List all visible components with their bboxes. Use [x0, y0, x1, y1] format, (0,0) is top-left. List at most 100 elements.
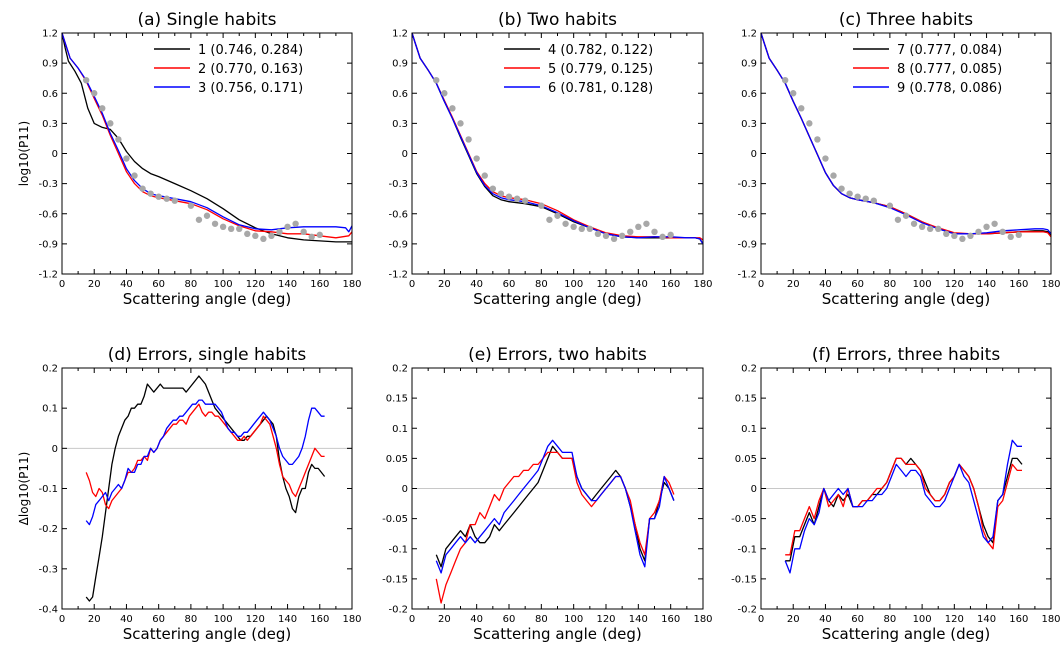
y-tick-label: -0.2 [388, 605, 408, 616]
x-tick-label: 20 [88, 614, 101, 625]
y-tick-label: 0.2 [741, 364, 757, 375]
y-tick-label: -0.3 [38, 564, 58, 575]
y-tick-label: 0.15 [386, 394, 408, 405]
y-tick-label: -0.1 [388, 544, 408, 555]
observed-point [316, 231, 323, 239]
observed-point [578, 225, 585, 233]
observed-point [822, 155, 829, 162]
x-tick-label: 160 [310, 614, 329, 625]
y-tick-label: -0.15 [382, 574, 408, 585]
observed-point [562, 220, 569, 227]
observed-point [838, 185, 845, 192]
chart-panel-0: 0 20 40 60 80 100 120 140 160 180 -1.2 -0.9 -0.6 -0.3… [17, 10, 362, 308]
observed-point [292, 220, 299, 227]
x-axis-label: Scattering angle (deg) [822, 625, 990, 643]
observed-point [236, 225, 243, 233]
observed-point [521, 197, 529, 204]
x-tick-label: 0 [758, 279, 764, 290]
y-tick-label: -0.2 [38, 524, 58, 535]
observed-point [497, 190, 505, 197]
observed-point [481, 172, 488, 179]
observed-point [959, 235, 966, 243]
observed-point [554, 212, 561, 219]
y-tick-label: 1.2 [42, 29, 58, 40]
observed-point [918, 223, 926, 231]
observed-point [935, 225, 942, 233]
y-tick-label: 0.1 [392, 424, 408, 435]
observed-point [894, 216, 902, 223]
observed-point [806, 120, 813, 127]
observed-point [252, 232, 259, 240]
plot-frame [61, 367, 353, 610]
observed-point [115, 136, 122, 143]
observed-point [457, 120, 464, 127]
observed-point [967, 232, 974, 240]
observed-point [862, 195, 869, 202]
x-tick-label: 100 [214, 279, 233, 290]
x-tick-label: 120 [945, 279, 964, 290]
x-tick-label: 140 [278, 614, 297, 625]
chart-title: (e) Errors, two habits [468, 345, 647, 365]
x-tick-label: 160 [661, 279, 680, 290]
chart-panel-2: 0 20 40 60 80 100 120 140 160 180 -1.2 -0.9 -0.6 -0.3… [737, 10, 1060, 308]
observed-point [830, 172, 837, 179]
observed-point [131, 172, 138, 179]
observed-point [781, 76, 789, 84]
x-tick-label: 20 [787, 279, 800, 290]
y-tick-label: -0.6 [737, 209, 757, 220]
observed-point [886, 202, 894, 209]
observed-point [538, 202, 545, 209]
observed-point [594, 230, 602, 238]
observed-point [82, 76, 90, 84]
legend-label: 9 (0.778, 0.086) [897, 81, 1002, 96]
x-tick-label: 20 [787, 614, 800, 625]
series-line-1 [435, 451, 675, 604]
y-tick-label: -0.9 [38, 239, 58, 250]
observed-point [139, 185, 146, 192]
series-line-0 [85, 375, 326, 602]
observed-point [1007, 233, 1014, 241]
observed-point [943, 230, 950, 238]
y-tick-label: -1.2 [737, 270, 757, 281]
y-tick-label: 0 [52, 444, 58, 455]
x-tick-label: 80 [535, 614, 548, 625]
observed-point [983, 223, 990, 231]
x-tick-label: 60 [851, 614, 864, 625]
observed-point [187, 202, 195, 209]
observed-point [790, 90, 797, 97]
observed-point [268, 232, 275, 240]
y-tick-label: 0.3 [42, 119, 58, 130]
x-tick-label: 20 [438, 279, 451, 290]
observed-point [814, 136, 821, 143]
y-tick-label: 0 [52, 149, 58, 160]
observed-point [667, 231, 674, 239]
plot-frame [61, 32, 353, 275]
legend-label: 1 (0.746, 0.284) [198, 43, 303, 58]
y-tick-label: 0.9 [42, 59, 58, 70]
chart-panel-3: 0 20 40 60 80 100 120 140 160 180 -0.4 -0.3 -0.2 -0.1… [17, 345, 362, 643]
observed-point [627, 228, 634, 236]
y-tick-label: -0.2 [737, 605, 757, 616]
y-tick-label: -0.4 [38, 605, 58, 616]
x-tick-label: 80 [535, 279, 548, 290]
y-tick-label: 0.3 [392, 119, 408, 130]
x-tick-label: 40 [819, 614, 832, 625]
x-tick-label: 80 [185, 279, 198, 290]
x-tick-label: 120 [596, 614, 615, 625]
y-tick-label: 0.05 [386, 454, 408, 465]
observed-point [276, 228, 283, 236]
y-tick-label: 0.9 [741, 59, 757, 70]
x-axis-label: Scattering angle (deg) [822, 290, 990, 308]
y-tick-label: -0.05 [382, 514, 408, 525]
y-tick-label: -1.2 [388, 270, 408, 281]
x-tick-label: 0 [758, 614, 764, 625]
series-line-1 [85, 403, 325, 510]
y-tick-label: -0.3 [737, 179, 757, 190]
x-tick-label: 180 [342, 614, 361, 625]
x-tick-label: 100 [564, 279, 583, 290]
observed-point [195, 216, 203, 223]
x-tick-label: 160 [1009, 279, 1028, 290]
observed-point [284, 223, 291, 231]
y-tick-label: 1.2 [392, 29, 408, 40]
